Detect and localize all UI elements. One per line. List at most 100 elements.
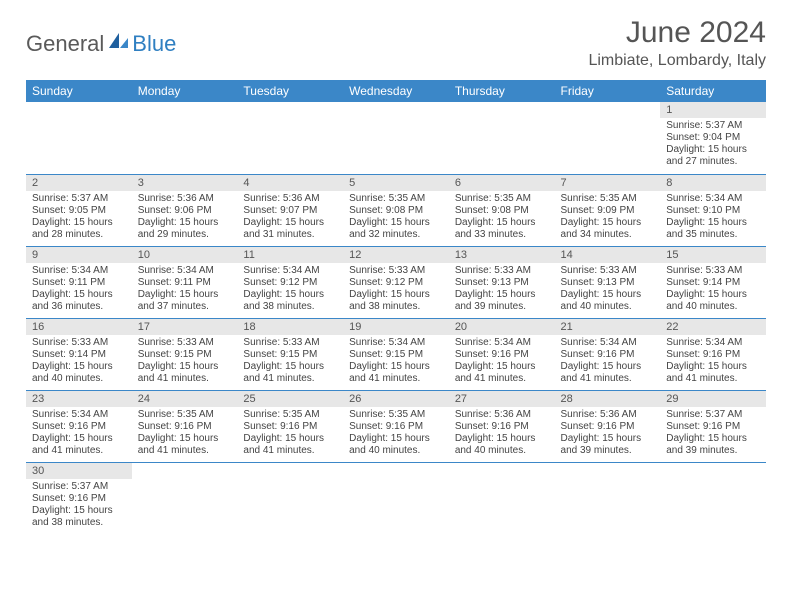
weekday-header: Thursday (449, 80, 555, 102)
day-details: Sunrise: 5:35 AMSunset: 9:08 PMDaylight:… (449, 191, 555, 245)
calendar-cell (343, 462, 449, 534)
day-number: 25 (237, 391, 343, 407)
day-details: Sunrise: 5:34 AMSunset: 9:11 PMDaylight:… (132, 263, 238, 317)
day-details: Sunrise: 5:35 AMSunset: 9:08 PMDaylight:… (343, 191, 449, 245)
calendar-week-row: 1Sunrise: 5:37 AMSunset: 9:04 PMDaylight… (26, 102, 766, 174)
day-details: Sunrise: 5:33 AMSunset: 9:14 PMDaylight:… (660, 263, 766, 317)
day-details: Sunrise: 5:33 AMSunset: 9:15 PMDaylight:… (237, 335, 343, 389)
calendar-cell (343, 102, 449, 174)
calendar-cell: 12Sunrise: 5:33 AMSunset: 9:12 PMDayligh… (343, 246, 449, 318)
day-details: Sunrise: 5:34 AMSunset: 9:10 PMDaylight:… (660, 191, 766, 245)
calendar-cell (660, 462, 766, 534)
day-number: 19 (343, 319, 449, 335)
day-number: 12 (343, 247, 449, 263)
day-details: Sunrise: 5:35 AMSunset: 9:16 PMDaylight:… (132, 407, 238, 461)
calendar-cell: 1Sunrise: 5:37 AMSunset: 9:04 PMDaylight… (660, 102, 766, 174)
calendar-cell: 22Sunrise: 5:34 AMSunset: 9:16 PMDayligh… (660, 318, 766, 390)
day-number: 16 (26, 319, 132, 335)
day-details: Sunrise: 5:35 AMSunset: 9:09 PMDaylight:… (555, 191, 661, 245)
calendar-table: SundayMondayTuesdayWednesdayThursdayFrid… (26, 80, 766, 534)
calendar-cell (237, 462, 343, 534)
day-details: Sunrise: 5:34 AMSunset: 9:12 PMDaylight:… (237, 263, 343, 317)
header: General Blue June 2024 Limbiate, Lombard… (26, 16, 766, 70)
day-details: Sunrise: 5:37 AMSunset: 9:16 PMDaylight:… (660, 407, 766, 461)
logo-text-blue: Blue (132, 31, 176, 57)
calendar-cell: 21Sunrise: 5:34 AMSunset: 9:16 PMDayligh… (555, 318, 661, 390)
calendar-cell (555, 462, 661, 534)
calendar-week-row: 9Sunrise: 5:34 AMSunset: 9:11 PMDaylight… (26, 246, 766, 318)
calendar-cell: 25Sunrise: 5:35 AMSunset: 9:16 PMDayligh… (237, 390, 343, 462)
day-number: 30 (26, 463, 132, 479)
calendar-cell: 4Sunrise: 5:36 AMSunset: 9:07 PMDaylight… (237, 174, 343, 246)
calendar-cell: 15Sunrise: 5:33 AMSunset: 9:14 PMDayligh… (660, 246, 766, 318)
location-text: Limbiate, Lombardy, Italy (588, 52, 766, 70)
day-number: 29 (660, 391, 766, 407)
calendar-cell: 10Sunrise: 5:34 AMSunset: 9:11 PMDayligh… (132, 246, 238, 318)
day-details: Sunrise: 5:37 AMSunset: 9:16 PMDaylight:… (26, 479, 132, 533)
day-details: Sunrise: 5:34 AMSunset: 9:15 PMDaylight:… (343, 335, 449, 389)
calendar-cell (26, 102, 132, 174)
day-number: 26 (343, 391, 449, 407)
calendar-cell: 28Sunrise: 5:36 AMSunset: 9:16 PMDayligh… (555, 390, 661, 462)
day-number: 15 (660, 247, 766, 263)
day-number: 28 (555, 391, 661, 407)
calendar-cell: 24Sunrise: 5:35 AMSunset: 9:16 PMDayligh… (132, 390, 238, 462)
day-details: Sunrise: 5:36 AMSunset: 9:16 PMDaylight:… (555, 407, 661, 461)
day-details: Sunrise: 5:36 AMSunset: 9:06 PMDaylight:… (132, 191, 238, 245)
day-number: 2 (26, 175, 132, 191)
calendar-cell: 11Sunrise: 5:34 AMSunset: 9:12 PMDayligh… (237, 246, 343, 318)
weekday-header: Saturday (660, 80, 766, 102)
day-details: Sunrise: 5:34 AMSunset: 9:16 PMDaylight:… (26, 407, 132, 461)
calendar-cell: 26Sunrise: 5:35 AMSunset: 9:16 PMDayligh… (343, 390, 449, 462)
day-number: 9 (26, 247, 132, 263)
month-title: June 2024 (588, 16, 766, 50)
day-number: 4 (237, 175, 343, 191)
day-number: 14 (555, 247, 661, 263)
calendar-cell: 9Sunrise: 5:34 AMSunset: 9:11 PMDaylight… (26, 246, 132, 318)
calendar-cell: 20Sunrise: 5:34 AMSunset: 9:16 PMDayligh… (449, 318, 555, 390)
day-number: 11 (237, 247, 343, 263)
calendar-cell: 30Sunrise: 5:37 AMSunset: 9:16 PMDayligh… (26, 462, 132, 534)
day-number: 23 (26, 391, 132, 407)
calendar-week-row: 2Sunrise: 5:37 AMSunset: 9:05 PMDaylight… (26, 174, 766, 246)
calendar-cell: 14Sunrise: 5:33 AMSunset: 9:13 PMDayligh… (555, 246, 661, 318)
day-details: Sunrise: 5:33 AMSunset: 9:14 PMDaylight:… (26, 335, 132, 389)
day-details: Sunrise: 5:34 AMSunset: 9:16 PMDaylight:… (555, 335, 661, 389)
day-number: 13 (449, 247, 555, 263)
day-details: Sunrise: 5:37 AMSunset: 9:04 PMDaylight:… (660, 118, 766, 172)
weekday-header: Friday (555, 80, 661, 102)
calendar-cell (237, 102, 343, 174)
day-number: 8 (660, 175, 766, 191)
calendar-cell: 3Sunrise: 5:36 AMSunset: 9:06 PMDaylight… (132, 174, 238, 246)
day-details: Sunrise: 5:33 AMSunset: 9:13 PMDaylight:… (555, 263, 661, 317)
logo-sail-icon (106, 30, 130, 56)
calendar-cell: 29Sunrise: 5:37 AMSunset: 9:16 PMDayligh… (660, 390, 766, 462)
logo: General Blue (26, 30, 176, 58)
weekday-header: Monday (132, 80, 238, 102)
day-details: Sunrise: 5:34 AMSunset: 9:16 PMDaylight:… (660, 335, 766, 389)
day-details: Sunrise: 5:36 AMSunset: 9:16 PMDaylight:… (449, 407, 555, 461)
calendar-week-row: 23Sunrise: 5:34 AMSunset: 9:16 PMDayligh… (26, 390, 766, 462)
day-number: 27 (449, 391, 555, 407)
calendar-cell: 8Sunrise: 5:34 AMSunset: 9:10 PMDaylight… (660, 174, 766, 246)
calendar-cell: 13Sunrise: 5:33 AMSunset: 9:13 PMDayligh… (449, 246, 555, 318)
day-details: Sunrise: 5:33 AMSunset: 9:15 PMDaylight:… (132, 335, 238, 389)
calendar-cell: 2Sunrise: 5:37 AMSunset: 9:05 PMDaylight… (26, 174, 132, 246)
day-details: Sunrise: 5:35 AMSunset: 9:16 PMDaylight:… (343, 407, 449, 461)
day-number: 3 (132, 175, 238, 191)
calendar-cell: 16Sunrise: 5:33 AMSunset: 9:14 PMDayligh… (26, 318, 132, 390)
day-number: 10 (132, 247, 238, 263)
calendar-cell (449, 462, 555, 534)
weekday-header: Sunday (26, 80, 132, 102)
calendar-cell: 27Sunrise: 5:36 AMSunset: 9:16 PMDayligh… (449, 390, 555, 462)
day-number: 18 (237, 319, 343, 335)
calendar-cell (555, 102, 661, 174)
calendar-cell: 6Sunrise: 5:35 AMSunset: 9:08 PMDaylight… (449, 174, 555, 246)
calendar-cell: 23Sunrise: 5:34 AMSunset: 9:16 PMDayligh… (26, 390, 132, 462)
weekday-header-row: SundayMondayTuesdayWednesdayThursdayFrid… (26, 80, 766, 102)
title-block: June 2024 Limbiate, Lombardy, Italy (588, 16, 766, 70)
calendar-cell (132, 462, 238, 534)
calendar-cell (132, 102, 238, 174)
calendar-cell: 18Sunrise: 5:33 AMSunset: 9:15 PMDayligh… (237, 318, 343, 390)
weekday-header: Wednesday (343, 80, 449, 102)
